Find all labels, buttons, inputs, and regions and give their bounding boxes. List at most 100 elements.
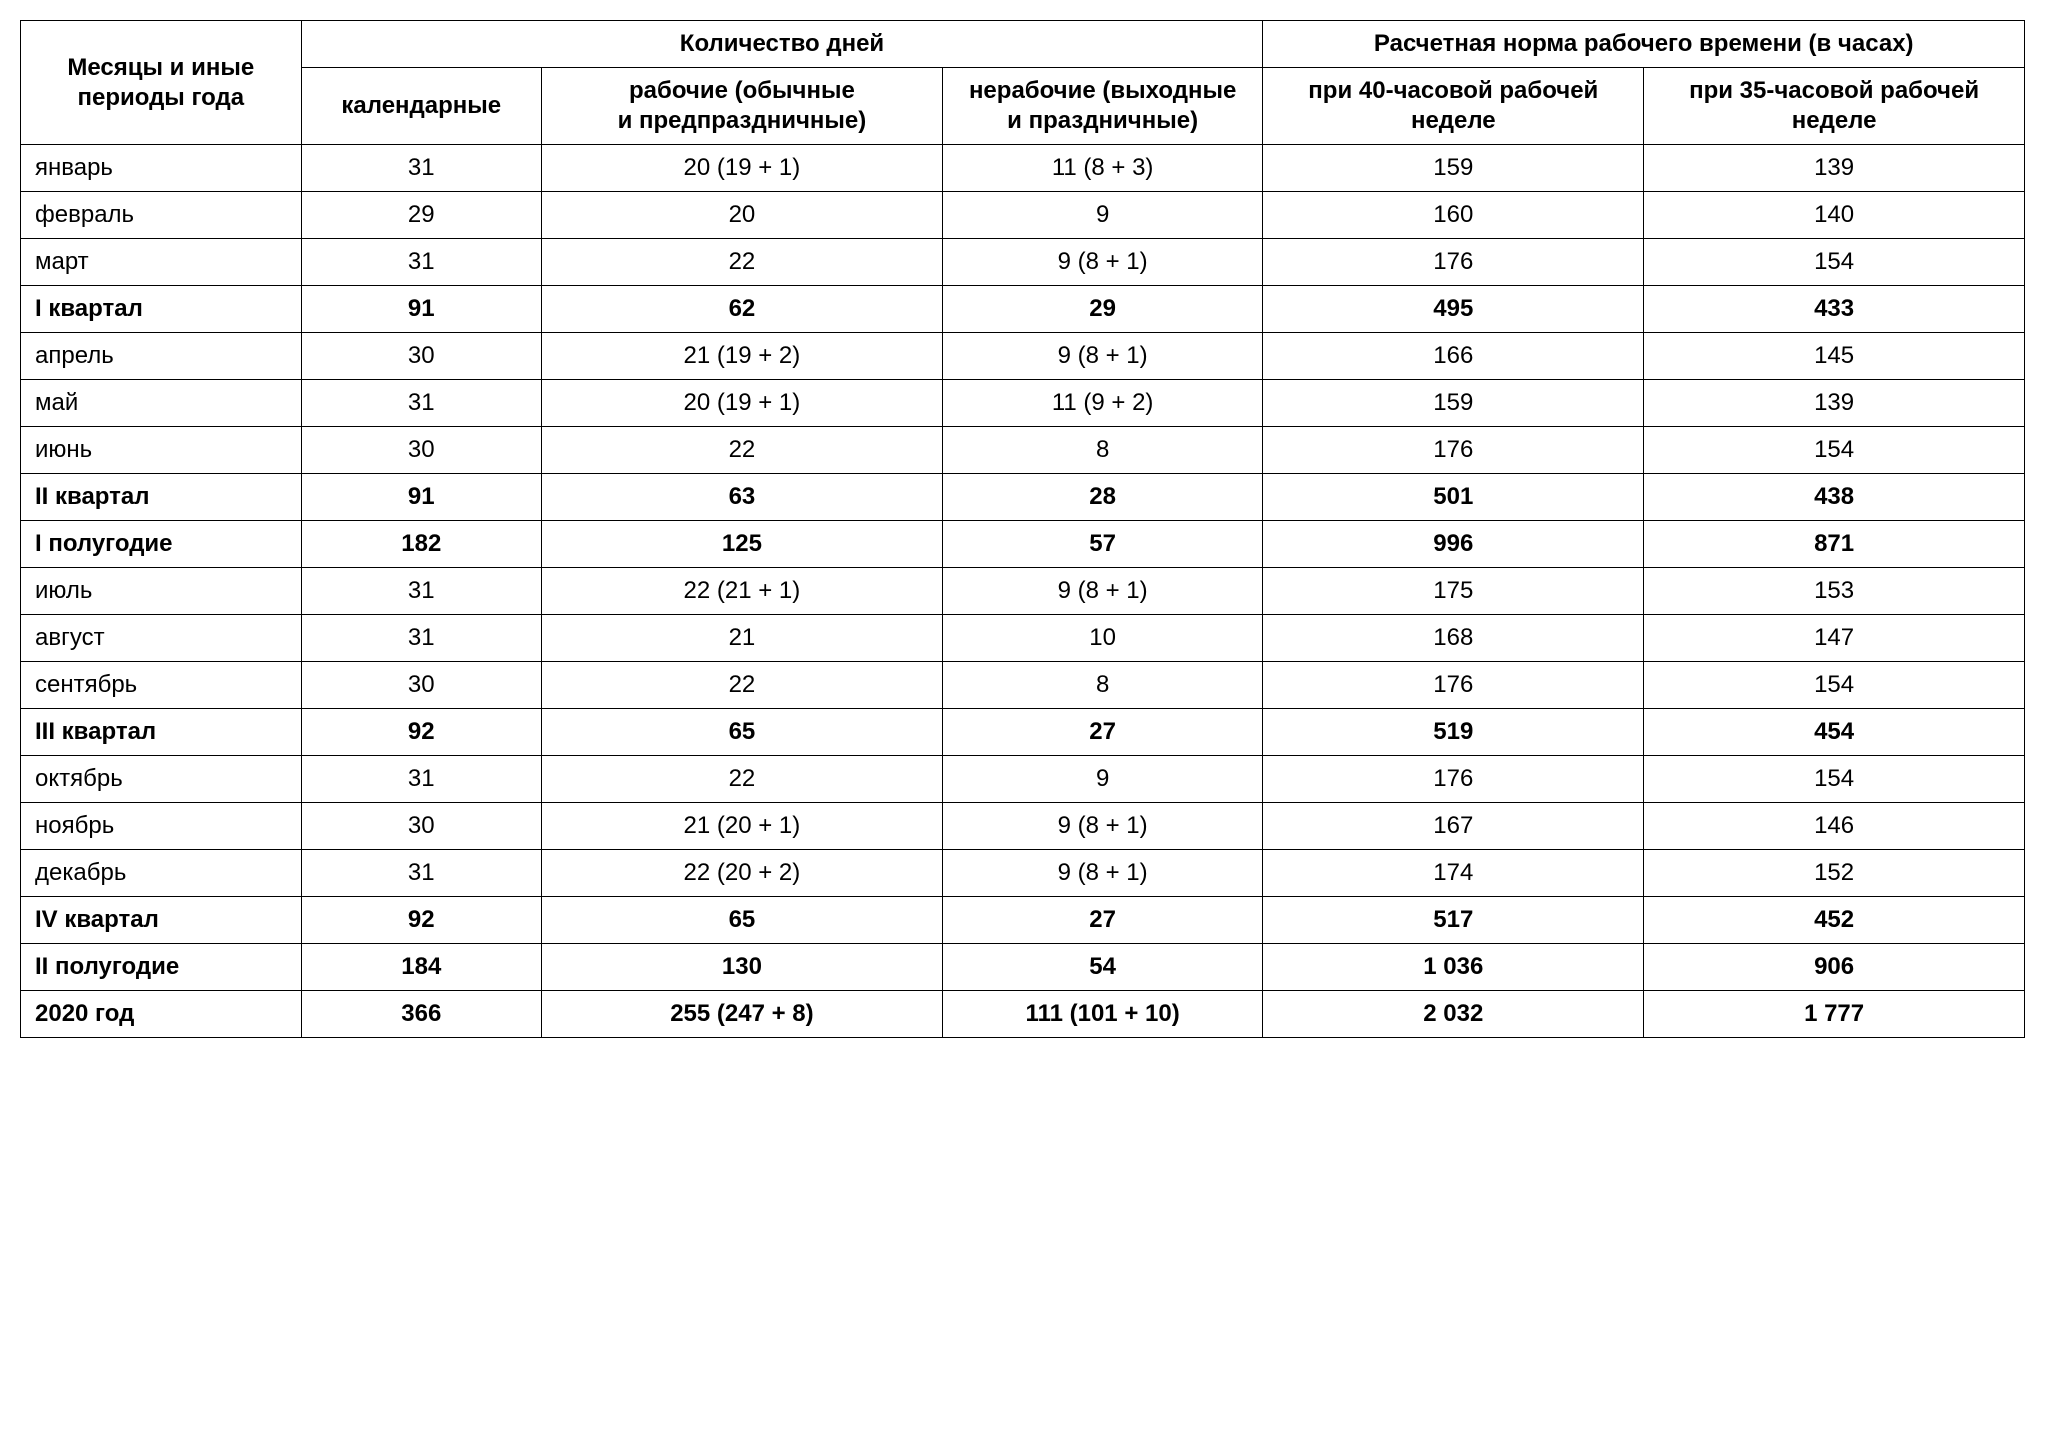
cell-cal: 31: [301, 615, 541, 662]
cell-off: 28: [942, 474, 1263, 521]
table-row: июль3122 (21 + 1)9 (8 + 1)175153: [21, 568, 2025, 615]
cell-h35: 152: [1644, 850, 2025, 897]
cell-period: октябрь: [21, 756, 302, 803]
cell-cal: 31: [301, 756, 541, 803]
cell-h40: 495: [1263, 286, 1644, 333]
cell-work: 65: [542, 897, 943, 944]
cell-cal: 29: [301, 192, 541, 239]
cell-off: 27: [942, 897, 1263, 944]
cell-cal: 182: [301, 521, 541, 568]
cell-h40: 167: [1263, 803, 1644, 850]
cell-period: I полугодие: [21, 521, 302, 568]
cell-off: 54: [942, 944, 1263, 991]
cell-h40: 168: [1263, 615, 1644, 662]
cell-cal: 30: [301, 803, 541, 850]
cell-work: 20 (19 + 1): [542, 380, 943, 427]
cell-h40: 159: [1263, 145, 1644, 192]
table-row: I полугодие18212557996871: [21, 521, 2025, 568]
cell-work: 22 (20 + 2): [542, 850, 943, 897]
cell-h35: 146: [1644, 803, 2025, 850]
cell-h35: 1 777: [1644, 991, 2025, 1038]
table-row: I квартал916229495433: [21, 286, 2025, 333]
cell-off: 9 (8 + 1): [942, 803, 1263, 850]
cell-cal: 30: [301, 662, 541, 709]
cell-h35: 154: [1644, 662, 2025, 709]
cell-h35: 438: [1644, 474, 2025, 521]
cell-off: 27: [942, 709, 1263, 756]
cell-period: апрель: [21, 333, 302, 380]
cell-off: 57: [942, 521, 1263, 568]
table-row: сентябрь30228176154: [21, 662, 2025, 709]
cell-cal: 31: [301, 568, 541, 615]
table-row: март31229 (8 + 1)176154: [21, 239, 2025, 286]
cell-cal: 30: [301, 333, 541, 380]
cell-period: январь: [21, 145, 302, 192]
cell-off: 9 (8 + 1): [942, 568, 1263, 615]
cell-work: 22: [542, 756, 943, 803]
cell-period: II полугодие: [21, 944, 302, 991]
cell-off: 29: [942, 286, 1263, 333]
cell-work: 63: [542, 474, 943, 521]
cell-work: 125: [542, 521, 943, 568]
cell-off: 9: [942, 192, 1263, 239]
cell-work: 20 (19 + 1): [542, 145, 943, 192]
table-row: июнь30228176154: [21, 427, 2025, 474]
cell-h40: 175: [1263, 568, 1644, 615]
cell-cal: 31: [301, 850, 541, 897]
cell-h40: 1 036: [1263, 944, 1644, 991]
cell-off: 9 (8 + 1): [942, 850, 1263, 897]
cell-h35: 154: [1644, 239, 2025, 286]
cell-period: февраль: [21, 192, 302, 239]
table-row: ноябрь3021 (20 + 1)9 (8 + 1)167146: [21, 803, 2025, 850]
cell-h35: 147: [1644, 615, 2025, 662]
header-hours-group: Расчетная норма рабочего времени (в часа…: [1263, 21, 2025, 68]
cell-off: 8: [942, 427, 1263, 474]
header-off-days: нерабочие (выходные и праздничные): [942, 68, 1263, 145]
header-working-days: рабочие (обычные и предпраздничные): [542, 68, 943, 145]
cell-period: III квартал: [21, 709, 302, 756]
cell-h35: 454: [1644, 709, 2025, 756]
table-row: II полугодие184130541 036906: [21, 944, 2025, 991]
cell-period: ноябрь: [21, 803, 302, 850]
table-row: II квартал916328501438: [21, 474, 2025, 521]
cell-period: 2020 год: [21, 991, 302, 1038]
cell-h40: 176: [1263, 239, 1644, 286]
cell-period: сентябрь: [21, 662, 302, 709]
table-row: IV квартал926527517452: [21, 897, 2025, 944]
cell-off: 9 (8 + 1): [942, 239, 1263, 286]
cell-work: 22 (21 + 1): [542, 568, 943, 615]
cell-h35: 153: [1644, 568, 2025, 615]
header-40h-week: при 40-часовой рабочей неделе: [1263, 68, 1644, 145]
cell-h35: 871: [1644, 521, 2025, 568]
cell-period: июль: [21, 568, 302, 615]
cell-h35: 452: [1644, 897, 2025, 944]
cell-work: 255 (247 + 8): [542, 991, 943, 1038]
cell-cal: 31: [301, 239, 541, 286]
cell-h40: 2 032: [1263, 991, 1644, 1038]
header-period: Месяцы и иные периоды года: [21, 21, 302, 145]
cell-work: 22: [542, 239, 943, 286]
cell-period: июнь: [21, 427, 302, 474]
cell-off: 9: [942, 756, 1263, 803]
cell-work: 22: [542, 427, 943, 474]
cell-off: 11 (8 + 3): [942, 145, 1263, 192]
cell-h35: 140: [1644, 192, 2025, 239]
cell-cal: 91: [301, 286, 541, 333]
header-days-group: Количество дней: [301, 21, 1263, 68]
cell-h40: 160: [1263, 192, 1644, 239]
table-row: III квартал926527519454: [21, 709, 2025, 756]
cell-cal: 30: [301, 427, 541, 474]
table-row: август312110168147: [21, 615, 2025, 662]
cell-work: 62: [542, 286, 943, 333]
cell-off: 111 (101 + 10): [942, 991, 1263, 1038]
cell-h40: 159: [1263, 380, 1644, 427]
work-calendar-table: Месяцы и иные периоды года Количество дн…: [20, 20, 2025, 1038]
cell-h35: 154: [1644, 427, 2025, 474]
cell-h35: 154: [1644, 756, 2025, 803]
cell-off: 11 (9 + 2): [942, 380, 1263, 427]
cell-cal: 92: [301, 897, 541, 944]
cell-h40: 501: [1263, 474, 1644, 521]
cell-cal: 92: [301, 709, 541, 756]
table-header: Месяцы и иные периоды года Количество дн…: [21, 21, 2025, 145]
cell-h35: 906: [1644, 944, 2025, 991]
